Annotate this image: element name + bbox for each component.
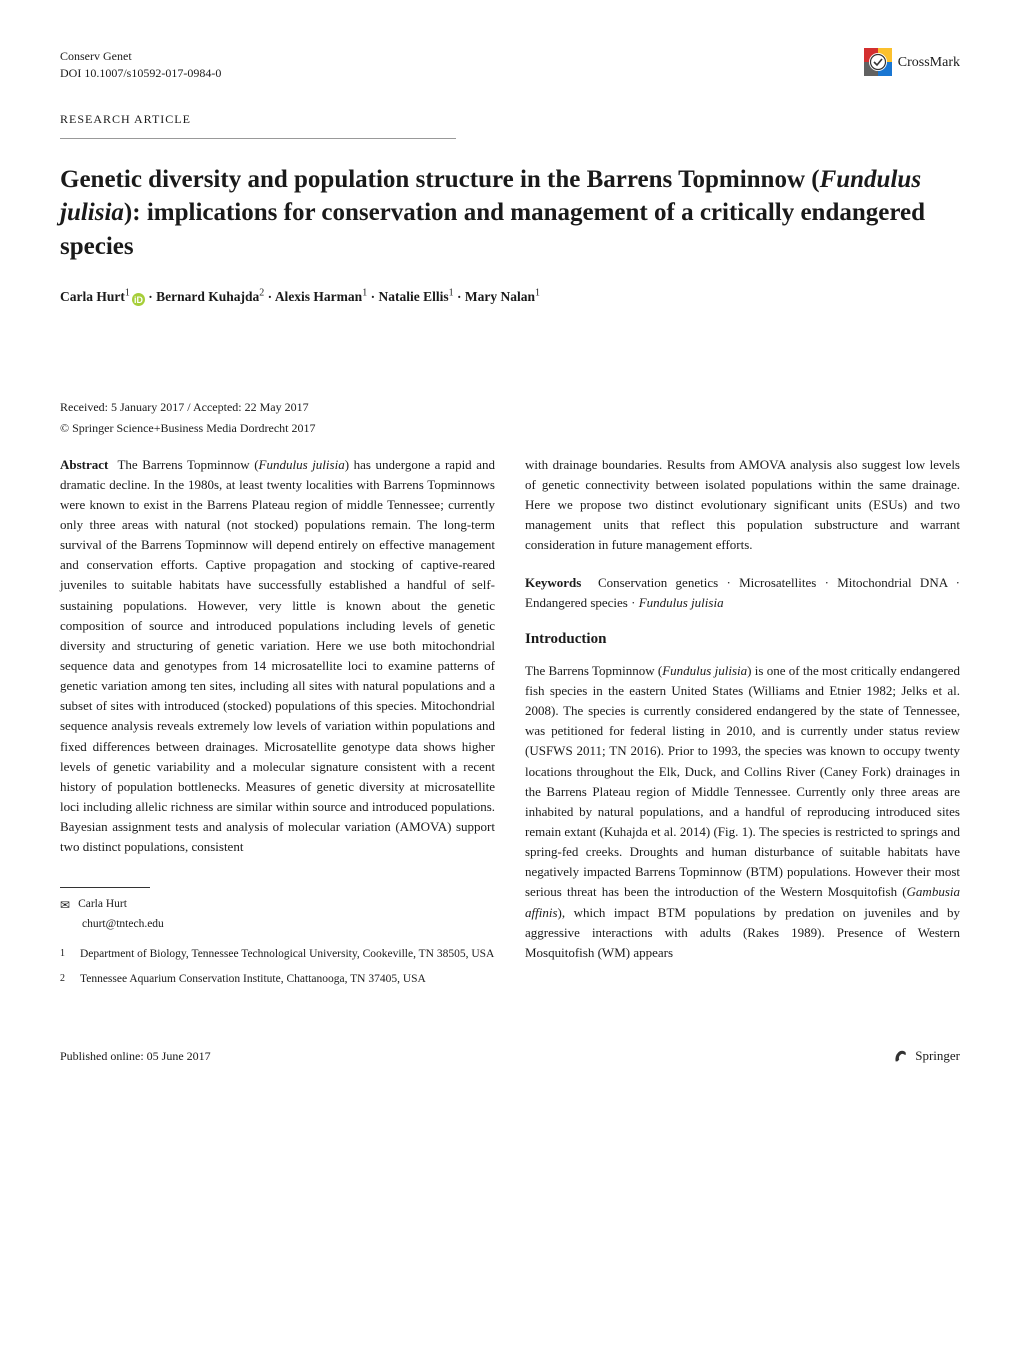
author-sep: · (457, 289, 465, 304)
keywords-pre: Conservation genetics · Microsatellites … (525, 575, 960, 610)
journal-doi: DOI 10.1007/s10592-017-0984-0 (60, 65, 221, 82)
journal-info: Conserv Genet DOI 10.1007/s10592-017-098… (60, 48, 221, 82)
corresponding-author-name: Carla Hurt (78, 896, 127, 914)
left-column: Abstract The Barrens Topminnow (Fundulus… (60, 455, 495, 997)
title-rule (60, 138, 456, 139)
crossmark-icon (864, 48, 892, 76)
received-accepted-dates: Received: 5 January 2017 / Accepted: 22 … (60, 398, 960, 416)
abstract-label: Abstract (60, 457, 108, 472)
author-4: Natalie Ellis1 (378, 289, 453, 304)
springer-label: Springer (915, 1046, 960, 1066)
crossmark-badge[interactable]: CrossMark (864, 48, 960, 76)
author-sep: · (268, 289, 275, 304)
author-3: Alexis Harman1 (275, 289, 367, 304)
svg-text:iD: iD (134, 295, 143, 305)
affiliation-text: Tennessee Aquarium Conservation Institut… (80, 971, 426, 988)
author-2: Bernard Kuhajda2 (156, 289, 264, 304)
introduction-heading: Introduction (525, 628, 960, 651)
abstract-paragraph: Abstract The Barrens Topminnow (Fundulus… (60, 455, 495, 858)
right-column: with drainage boundaries. Results from A… (525, 455, 960, 997)
envelope-icon: ✉ (60, 896, 70, 914)
correspondence-block: ✉ Carla Hurt churt@tntech.edu 1 Departme… (60, 887, 495, 988)
title-pre: Genetic diversity and population structu… (60, 166, 820, 193)
authors-line: Carla Hurt1 iD · Bernard Kuhajda2 · Alex… (60, 286, 960, 308)
keywords-block: Keywords Conservation genetics · Microsa… (525, 573, 960, 613)
author-1: Carla Hurt1 (60, 289, 130, 304)
crossmark-label: CrossMark (898, 52, 960, 73)
published-online: Published online: 05 June 2017 (60, 1047, 211, 1065)
article-title: Genetic diversity and population structu… (60, 163, 960, 264)
introduction-paragraph: The Barrens Topminnow (Fundulus julisia)… (525, 661, 960, 963)
article-type: RESEARCH ARTICLE (60, 110, 960, 128)
journal-name: Conserv Genet (60, 48, 221, 65)
affiliation-number: 2 (60, 971, 70, 988)
corresponding-email: churt@tntech.edu (82, 916, 495, 933)
author-5: Mary Nalan1 (465, 289, 540, 304)
orcid-icon[interactable]: iD (132, 292, 145, 305)
affiliation-1: 1 Department of Biology, Tennessee Techn… (60, 946, 495, 963)
title-post: ): implications for conservation and man… (60, 199, 925, 260)
copyright-line: © Springer Science+Business Media Dordre… (60, 419, 960, 437)
author-sep: · (148, 289, 156, 304)
springer-logo: Springer (892, 1046, 960, 1066)
affiliation-number: 1 (60, 946, 70, 963)
abstract-continuation: with drainage boundaries. Results from A… (525, 455, 960, 556)
keywords-label: Keywords (525, 575, 581, 590)
affiliation-text: Department of Biology, Tennessee Technol… (80, 946, 494, 963)
springer-horse-icon (892, 1047, 910, 1065)
affiliation-2: 2 Tennessee Aquarium Conservation Instit… (60, 971, 495, 988)
keywords-species: Fundulus julisia (639, 595, 724, 610)
correspondence-rule (60, 887, 150, 888)
